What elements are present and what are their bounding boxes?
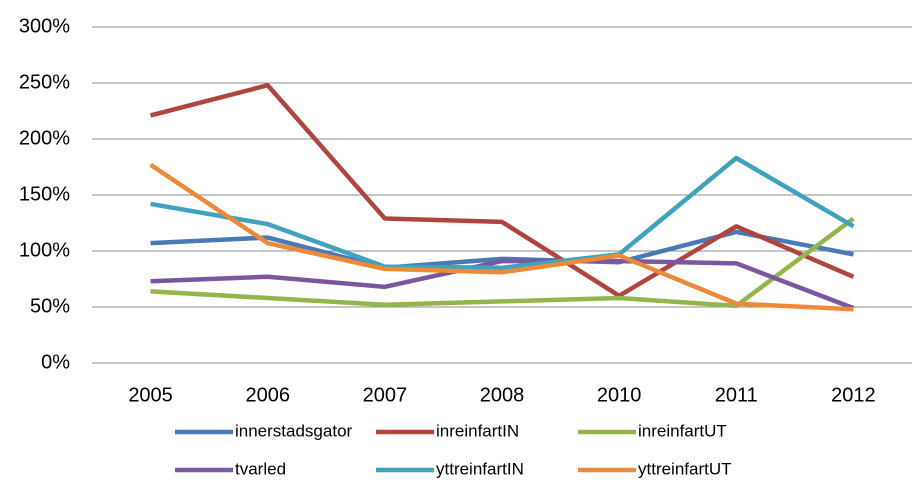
x-tick-label: 2005 bbox=[128, 384, 173, 406]
x-tick-label: 2006 bbox=[245, 384, 290, 406]
series-line bbox=[150, 82, 855, 299]
y-tick-label: 50% bbox=[30, 295, 70, 317]
y-tick-label: 250% bbox=[19, 71, 70, 93]
y-tick-label: 150% bbox=[19, 183, 70, 205]
legend-label: innerstadsgator bbox=[235, 421, 353, 440]
series-line bbox=[150, 258, 855, 311]
legend-label: inreinfartIN bbox=[436, 421, 519, 440]
x-tick-label: 2008 bbox=[480, 384, 525, 406]
series-line bbox=[150, 155, 855, 271]
x-tick-label: 2012 bbox=[831, 384, 876, 406]
y-tick-label: 100% bbox=[19, 239, 70, 261]
legend-label: tvarled bbox=[235, 459, 286, 478]
legend-label: yttreinfartIN bbox=[436, 459, 524, 478]
legend-label: inreinfartUT bbox=[638, 421, 727, 440]
series-line bbox=[149, 162, 854, 312]
y-tick-label: 200% bbox=[19, 127, 70, 149]
legend-label: yttreinfartUT bbox=[638, 459, 732, 478]
x-tick-label: 2010 bbox=[597, 384, 642, 406]
x-tick-label: 2007 bbox=[363, 384, 408, 406]
y-tick-label: 300% bbox=[19, 15, 70, 37]
y-tick-label: 0% bbox=[41, 351, 70, 373]
x-tick-label: 2011 bbox=[715, 384, 758, 406]
